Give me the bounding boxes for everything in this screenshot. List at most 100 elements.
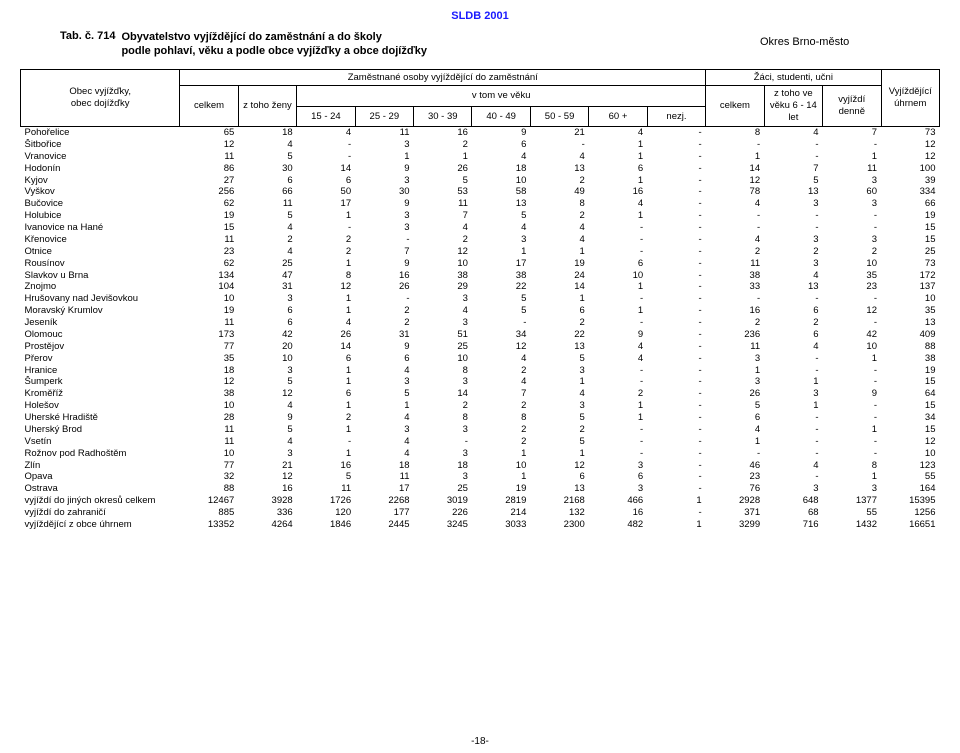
title-line1: Obyvatelstvo vyjíždějící do zaměstnání a… [121, 31, 381, 43]
th-age-50-59: 50 - 59 [530, 106, 588, 126]
cell: - [647, 400, 705, 412]
cell: 10 [881, 293, 940, 305]
cell: 120 [297, 507, 355, 519]
cell: - [706, 139, 764, 151]
cell: 16651 [881, 519, 940, 531]
cell: 11 [414, 198, 472, 210]
cell: - [823, 293, 881, 305]
cell: 236 [706, 329, 764, 341]
th-614-l1: z toho ve [774, 88, 813, 99]
cell: 4264 [238, 519, 296, 531]
row-label: Ivanovice na Hané [21, 222, 180, 234]
cell: 15 [881, 400, 940, 412]
cell: 12 [706, 175, 764, 187]
row-label: Bučovice [21, 198, 180, 210]
cell: - [706, 210, 764, 222]
table-row: Opava32125113166-23-155 [21, 471, 940, 483]
cell: 15 [881, 376, 940, 388]
cell: 10 [881, 448, 940, 460]
cell: 3928 [238, 495, 296, 507]
cell: 18 [414, 460, 472, 472]
th-vtomveku: v tom ve věku [297, 86, 706, 106]
cell: 1 [647, 495, 705, 507]
cell: 1 [297, 448, 355, 460]
table-row: vyjíždí do jiných okresů celkem124673928… [21, 495, 940, 507]
cell: 5 [530, 412, 588, 424]
cell: 5 [238, 424, 296, 436]
cell: 4 [238, 246, 296, 258]
table-row: vyjíždí do zahraničí88533612017722621413… [21, 507, 940, 519]
cell: 11 [180, 436, 238, 448]
cell: - [589, 365, 647, 377]
cell: 13 [530, 483, 588, 495]
cell: 23 [823, 281, 881, 293]
table-row: Hrušovany nad Jevišovkou1031-351-----10 [21, 293, 940, 305]
cell: 7 [472, 388, 530, 400]
table-row: Holešov104112231-51-15 [21, 400, 940, 412]
cell: 1 [823, 471, 881, 483]
cell: 2 [764, 246, 822, 258]
cell: 16 [414, 127, 472, 139]
cell: 11 [355, 471, 413, 483]
cell: 11 [180, 317, 238, 329]
th-zaci-group: Žáci, studenti, učni [706, 69, 881, 86]
table-row: Bučovice6211179111384-43366 [21, 198, 940, 210]
cell: 3 [823, 198, 881, 210]
row-label: Holešov [21, 400, 180, 412]
cell: 25 [414, 483, 472, 495]
cell: 35 [823, 270, 881, 282]
cell: - [823, 365, 881, 377]
cell: 4 [530, 234, 588, 246]
cell: 31 [355, 329, 413, 341]
cell: - [647, 163, 705, 175]
cell: 2 [414, 400, 472, 412]
cell: - [647, 210, 705, 222]
cell: 2 [530, 317, 588, 329]
cell: 66 [881, 198, 940, 210]
th-vyjizdi-l2: denně [839, 106, 865, 117]
th-rowlabel-l1: Obec vyjížďky, [69, 86, 131, 97]
cell: 1 [706, 436, 764, 448]
cell: - [589, 222, 647, 234]
cell: 15 [881, 234, 940, 246]
table-row: Hodonín86301492618136-14711100 [21, 163, 940, 175]
cell: - [823, 139, 881, 151]
cell: 336 [238, 507, 296, 519]
table-row: Vranovice115-11441-1-112 [21, 151, 940, 163]
cell: 1 [297, 258, 355, 270]
row-label: vyjíždí do jiných okresů celkem [21, 495, 180, 507]
cell: 8 [414, 365, 472, 377]
cell: 5 [238, 151, 296, 163]
cell: 66 [238, 186, 296, 198]
table-head: Obec vyjížďky, obec dojížďky Zaměstnané … [21, 69, 940, 127]
cell: 23 [180, 246, 238, 258]
cell: 12 [472, 341, 530, 353]
cell: 19 [881, 365, 940, 377]
th-uhrnem: Vyjíždějící úhrnem [881, 69, 940, 127]
table-row: vyjíždějící z obce úhrnem133524264184624… [21, 519, 940, 531]
cell: 13 [764, 186, 822, 198]
cell: 1 [355, 400, 413, 412]
cell: - [589, 424, 647, 436]
th-celkem2: celkem [706, 86, 764, 127]
cell: 18 [238, 127, 296, 139]
cell: 1 [823, 353, 881, 365]
cell: - [706, 222, 764, 234]
cell: 3 [530, 365, 588, 377]
cell: 1256 [881, 507, 940, 519]
cell: 11 [297, 483, 355, 495]
cell: - [647, 507, 705, 519]
table-row: Otnice234271211--22225 [21, 246, 940, 258]
cell: 256 [180, 186, 238, 198]
cell: 6 [764, 329, 822, 341]
cell: 4 [530, 388, 588, 400]
row-label: Opava [21, 471, 180, 483]
cell: 10 [238, 353, 296, 365]
cell: 30 [355, 186, 413, 198]
cell: 409 [881, 329, 940, 341]
cell: 29 [414, 281, 472, 293]
cell: 18 [180, 365, 238, 377]
cell: 4 [238, 436, 296, 448]
cell: 9 [355, 163, 413, 175]
cell: 4 [589, 341, 647, 353]
